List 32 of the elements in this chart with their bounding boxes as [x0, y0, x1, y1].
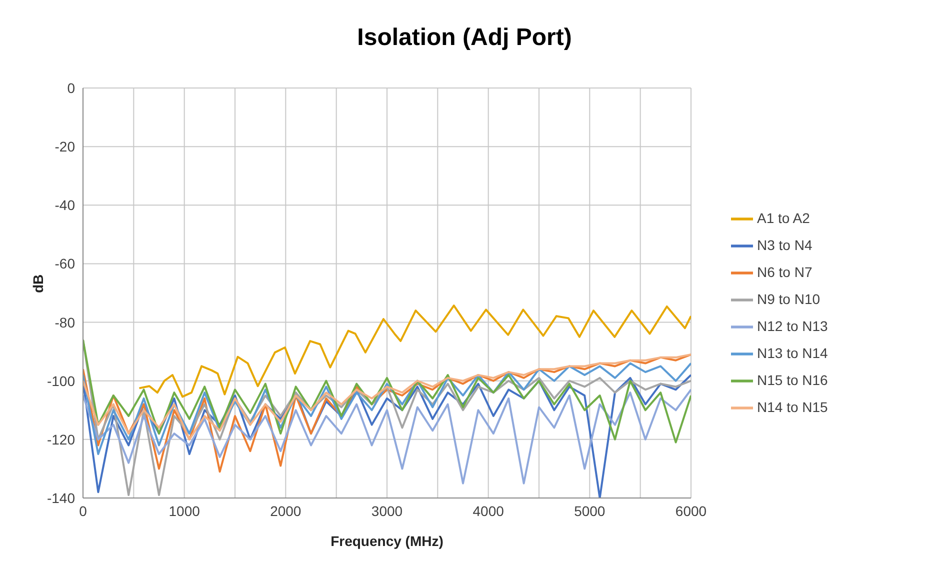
line-series — [138, 304, 691, 398]
y-tick-label: -100 — [46, 372, 76, 389]
legend-label: N15 to N16 — [757, 372, 828, 388]
x-tick-label: 4000 — [472, 502, 504, 519]
legend-label: N9 to N10 — [757, 291, 820, 307]
x-tick-label: 3000 — [371, 502, 403, 519]
line-series — [83, 354, 691, 440]
line-series — [83, 354, 691, 473]
legend-label: N14 to N15 — [757, 399, 828, 415]
legend-label: N3 to N4 — [757, 237, 812, 253]
y-tick-label: -80 — [54, 314, 76, 330]
y-axis-title: dB — [30, 274, 46, 293]
line-series — [83, 338, 691, 444]
x-tick-label: 6000 — [675, 502, 707, 519]
y-tick-label: -60 — [54, 256, 76, 272]
legend-label: N6 to N7 — [757, 264, 812, 280]
x-tick-label: 0 — [79, 502, 88, 519]
line-series — [83, 362, 691, 456]
chart-title: Isolation (Adj Port) — [356, 23, 573, 53]
legend-label: N12 to N13 — [757, 318, 828, 334]
y-tick-label: -20 — [54, 138, 76, 155]
legend-label: A1 to A2 — [757, 210, 810, 226]
x-tick-label: 5000 — [574, 502, 606, 519]
x-axis-title: Frequency (MHz) — [330, 533, 444, 549]
y-tick-label: -120 — [46, 431, 76, 448]
line-series — [83, 388, 691, 484]
legend-label: N13 to N14 — [757, 345, 828, 361]
y-tick-label: -140 — [46, 490, 76, 506]
x-tick-label: 2000 — [270, 502, 302, 519]
x-tick-label: 1000 — [168, 502, 200, 519]
y-tick-label: 0 — [67, 80, 76, 96]
y-tick-label: -40 — [54, 197, 76, 214]
